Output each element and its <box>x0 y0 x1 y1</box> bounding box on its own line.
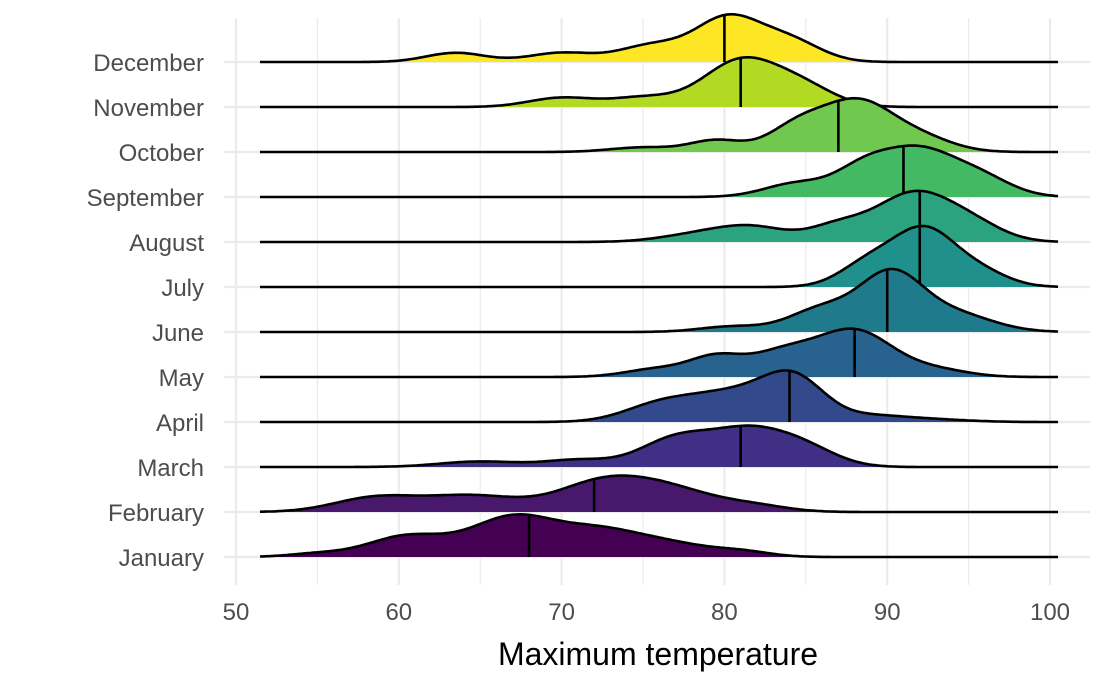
ridge-outline-december <box>260 13 1058 64</box>
ridge-area-may <box>260 328 1058 377</box>
x-tick-label: 100 <box>1030 599 1070 626</box>
ridge-july <box>260 224 1059 289</box>
y-tick-label-august: August <box>129 230 204 257</box>
ridge-area-june <box>260 269 1058 332</box>
ridge-area-december <box>260 14 1058 63</box>
ridge-outline-may <box>260 327 1058 379</box>
ridge-area-november <box>260 57 1058 107</box>
y-tick-label-december: December <box>93 50 204 77</box>
ridge-outline-september <box>260 144 1059 199</box>
ridge-outline-july <box>260 224 1059 289</box>
ridge-outline-october <box>260 96 1058 154</box>
ridge-outline-june <box>260 267 1059 334</box>
x-tick-labels: 50 60 70 80 90 100 <box>223 599 1070 626</box>
ridge-february <box>260 474 1058 514</box>
x-tick-label: 90 <box>874 599 901 626</box>
ridge-area-january <box>260 514 1058 557</box>
y-tick-labels: January February March April May June July Augu… <box>87 50 205 572</box>
ridge-april <box>260 369 1058 424</box>
x-tick-label: 60 <box>385 599 412 626</box>
ridge-september <box>260 144 1059 199</box>
ridge-october <box>260 96 1058 154</box>
y-tick-label-november: November <box>93 95 204 122</box>
ridge-outline-march <box>260 424 1058 469</box>
y-tick-label-october: October <box>119 140 204 167</box>
ridge-area-july <box>260 226 1058 287</box>
y-tick-label-january: January <box>119 545 204 572</box>
y-tick-label-september: September <box>87 185 204 212</box>
y-tick-label-may: May <box>159 365 204 392</box>
ridge-area-february <box>260 475 1058 512</box>
ridge-outline-april <box>260 369 1058 424</box>
ridge-outline-august <box>260 189 1059 244</box>
ridge-area-april <box>260 370 1058 422</box>
y-tick-label-february: February <box>108 500 204 527</box>
ridge-outline-february <box>260 474 1058 514</box>
x-tick-label: 50 <box>223 599 250 626</box>
ridge-november <box>260 56 1058 109</box>
ridge-march <box>260 424 1058 469</box>
ridge-may <box>260 327 1058 379</box>
y-tick-label-april: April <box>156 410 204 437</box>
x-tick-label: 80 <box>711 599 738 626</box>
x-axis-title: Maximum temperature <box>498 636 818 672</box>
ridge-area-august <box>260 190 1058 242</box>
ridge-area-october <box>260 98 1058 152</box>
x-tick-label: 70 <box>548 599 575 626</box>
y-tick-label-july: July <box>161 275 204 302</box>
ridge-outline-january <box>259 513 1058 559</box>
ridge-june <box>260 267 1059 334</box>
ridge-outline-november <box>260 56 1058 109</box>
ridge-area-march <box>260 425 1058 467</box>
y-tick-label-june: June <box>152 320 204 347</box>
ridges <box>259 13 1059 559</box>
ridge-december <box>260 13 1058 64</box>
y-tick-label-march: March <box>137 455 204 482</box>
ridge-area-september <box>260 145 1058 197</box>
ridge-january <box>259 513 1058 559</box>
